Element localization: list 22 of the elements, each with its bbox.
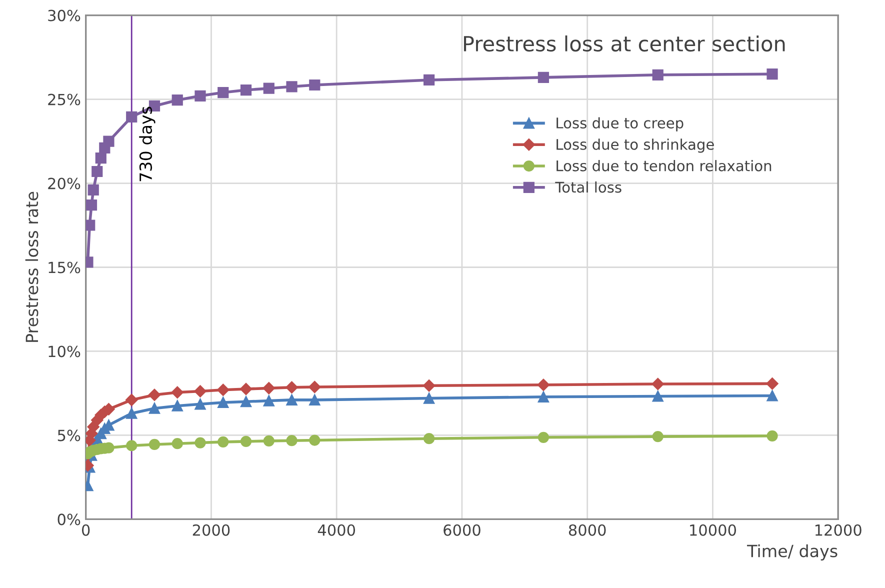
y-tick-label: 25% (48, 94, 80, 106)
y-tick-label: 5% (58, 430, 80, 442)
legend-label: Loss due to creep (556, 117, 684, 132)
legend-label: Total loss (555, 181, 622, 193)
y-tick-label: 10% (48, 346, 80, 358)
x-tick-label: 6000 (444, 524, 480, 536)
text: Prestress loss at center section (464, 35, 785, 52)
x-axis-title: Time/ days (747, 544, 838, 561)
y-tick-label: 15% (48, 262, 80, 274)
ref-line-label: 730 days (139, 106, 156, 182)
y-tick-label: 30% (48, 10, 80, 22)
x-tick-label: 4000 (318, 524, 356, 536)
y-axis-title: Prestress loss rate (25, 192, 38, 342)
y-tick-label: 0% (58, 514, 80, 526)
y-tick-label: 20% (48, 178, 80, 190)
x-tick-label: 2000 (192, 524, 230, 536)
x-tick-label: 0 (82, 524, 90, 536)
legend-label: Loss due to shrinkage (556, 138, 714, 153)
x-tick-label: 10000 (690, 524, 736, 536)
legend-label: Loss due to tendon relaxation (556, 160, 772, 172)
x-tick-label: 12000 (815, 524, 862, 536)
x-tick-label: 8000 (568, 524, 606, 536)
